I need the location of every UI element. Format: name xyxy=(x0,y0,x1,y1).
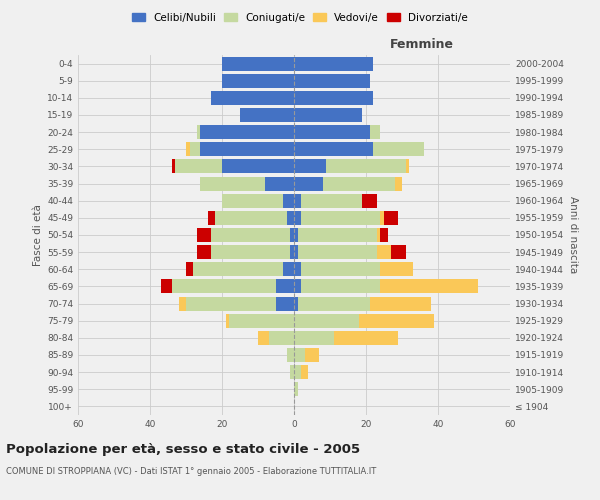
Bar xyxy=(269,331,294,345)
Bar xyxy=(229,314,294,328)
Bar xyxy=(200,176,265,190)
Bar xyxy=(200,125,294,139)
Bar xyxy=(179,296,186,310)
Bar xyxy=(294,108,362,122)
Text: Popolazione per età, sesso e stato civile - 2005: Popolazione per età, sesso e stato civil… xyxy=(6,442,360,456)
Bar xyxy=(294,280,301,293)
Bar xyxy=(298,245,377,259)
Bar xyxy=(186,142,190,156)
Bar xyxy=(290,245,294,259)
Bar xyxy=(190,142,200,156)
Bar xyxy=(211,245,290,259)
Bar xyxy=(287,211,294,225)
Bar xyxy=(395,176,402,190)
Bar xyxy=(380,262,413,276)
Bar xyxy=(186,296,276,310)
Bar xyxy=(265,176,294,190)
Bar xyxy=(276,296,294,310)
Bar xyxy=(294,245,298,259)
Bar xyxy=(359,314,434,328)
Bar xyxy=(391,245,406,259)
Bar xyxy=(294,296,298,310)
Bar xyxy=(380,228,388,242)
Bar xyxy=(294,262,301,276)
Bar xyxy=(370,125,380,139)
Bar xyxy=(301,194,362,207)
Legend: Celibi/Nubili, Coniugati/e, Vedovi/e, Divorziati/e: Celibi/Nubili, Coniugati/e, Vedovi/e, Di… xyxy=(132,12,468,22)
Bar xyxy=(294,194,301,207)
Bar xyxy=(384,211,398,225)
Bar xyxy=(298,228,377,242)
Bar xyxy=(294,365,301,379)
Bar xyxy=(380,280,478,293)
Bar xyxy=(193,262,283,276)
Bar xyxy=(301,262,380,276)
Bar xyxy=(294,314,359,328)
Bar xyxy=(323,176,395,190)
Bar xyxy=(226,314,229,328)
Bar xyxy=(326,160,406,173)
Bar xyxy=(373,142,424,156)
Text: COMUNE DI STROPPIANA (VC) - Dati ISTAT 1° gennaio 2005 - Elaborazione TUTTITALIA: COMUNE DI STROPPIANA (VC) - Dati ISTAT 1… xyxy=(6,468,376,476)
Bar xyxy=(305,348,319,362)
Bar xyxy=(211,228,290,242)
Bar xyxy=(290,365,294,379)
Bar xyxy=(211,91,294,105)
Bar xyxy=(294,228,298,242)
Bar xyxy=(294,382,298,396)
Bar xyxy=(294,142,373,156)
Bar xyxy=(294,56,373,70)
Y-axis label: Fasce di età: Fasce di età xyxy=(33,204,43,266)
Bar xyxy=(294,91,373,105)
Bar xyxy=(172,160,175,173)
Bar xyxy=(222,56,294,70)
Bar xyxy=(197,125,200,139)
Bar xyxy=(362,194,377,207)
Bar xyxy=(406,160,409,173)
Bar xyxy=(222,160,294,173)
Bar xyxy=(294,331,334,345)
Bar xyxy=(294,125,370,139)
Bar xyxy=(380,211,384,225)
Bar xyxy=(283,194,294,207)
Bar xyxy=(240,108,294,122)
Bar xyxy=(370,296,431,310)
Bar xyxy=(276,280,294,293)
Bar xyxy=(294,176,323,190)
Bar xyxy=(301,365,308,379)
Bar xyxy=(208,211,215,225)
Bar xyxy=(294,160,326,173)
Bar xyxy=(197,228,211,242)
Bar xyxy=(301,211,380,225)
Text: Femmine: Femmine xyxy=(389,38,454,52)
Bar xyxy=(161,280,172,293)
Bar xyxy=(186,262,193,276)
Bar xyxy=(200,142,294,156)
Bar xyxy=(175,160,222,173)
Bar xyxy=(294,348,305,362)
Bar xyxy=(172,280,276,293)
Bar xyxy=(222,74,294,88)
Bar xyxy=(301,280,380,293)
Bar xyxy=(377,228,380,242)
Bar xyxy=(287,348,294,362)
Bar xyxy=(215,211,287,225)
Bar xyxy=(222,194,283,207)
Bar xyxy=(258,331,269,345)
Bar xyxy=(197,245,211,259)
Bar xyxy=(283,262,294,276)
Bar xyxy=(377,245,391,259)
Bar xyxy=(294,74,370,88)
Bar xyxy=(298,296,370,310)
Y-axis label: Anni di nascita: Anni di nascita xyxy=(568,196,578,274)
Bar xyxy=(290,228,294,242)
Bar xyxy=(334,331,398,345)
Bar xyxy=(294,211,301,225)
